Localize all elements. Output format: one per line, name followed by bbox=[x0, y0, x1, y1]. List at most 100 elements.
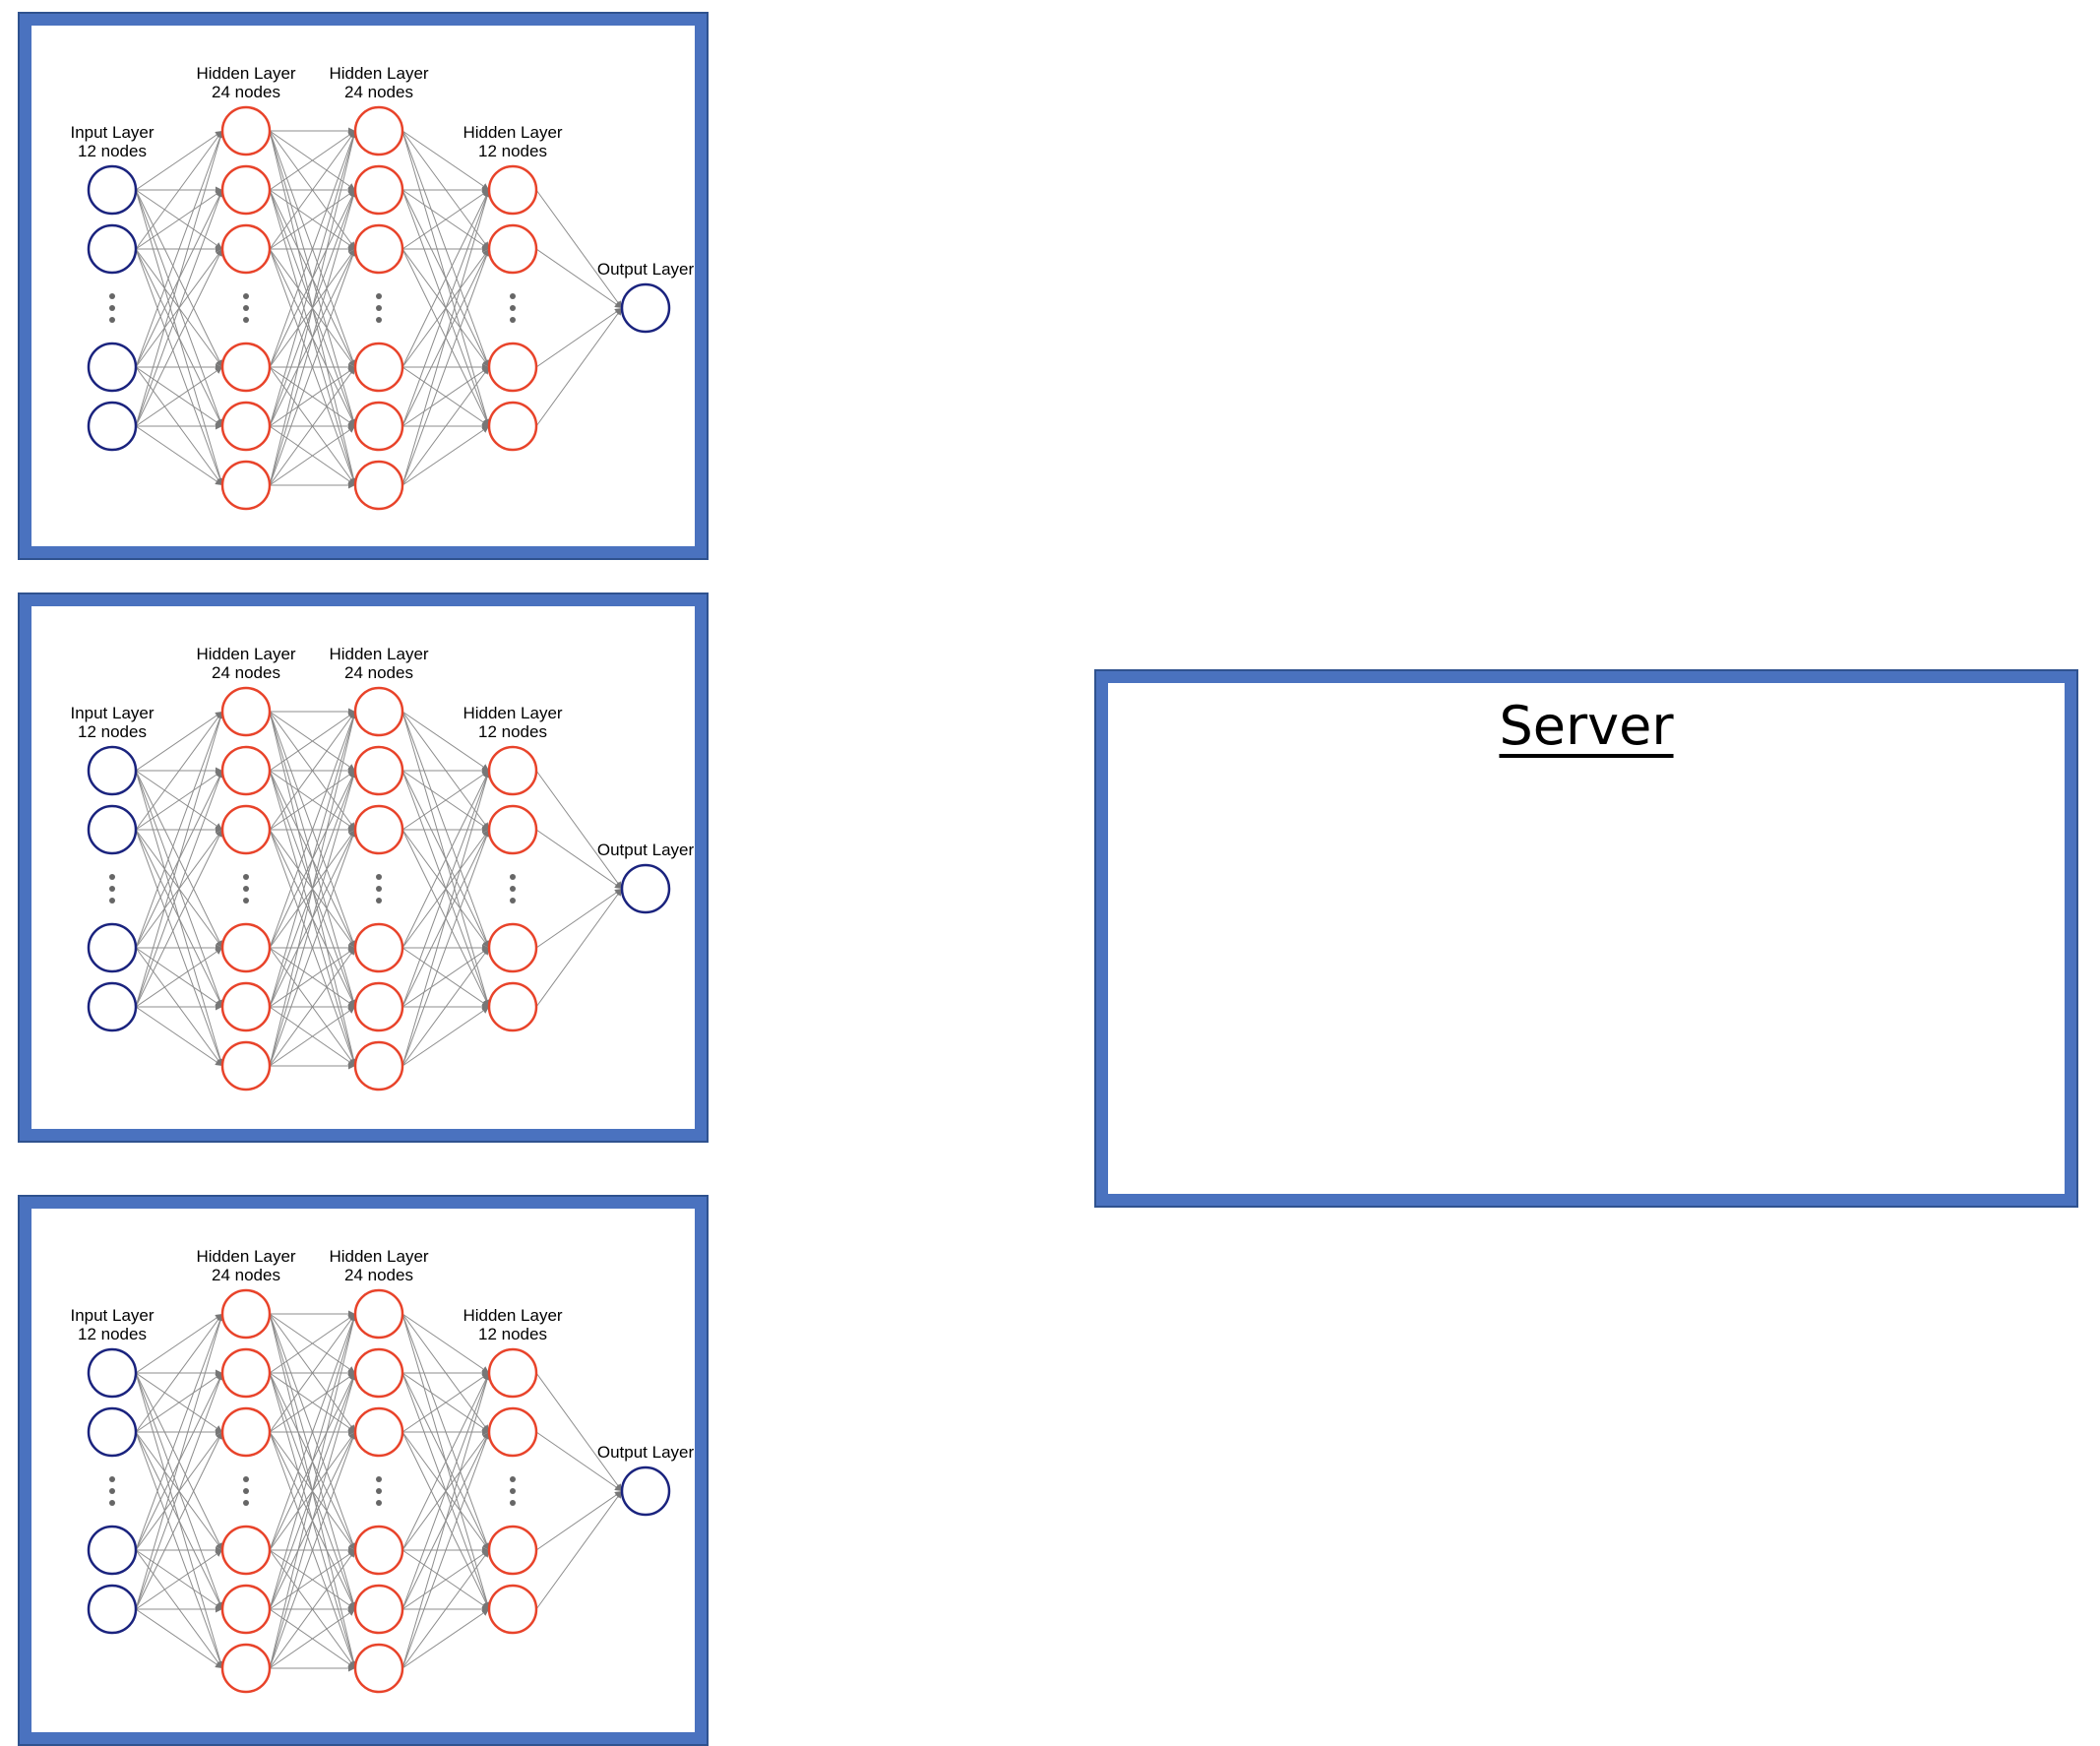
connection-edge bbox=[135, 1608, 223, 1669]
connection-edge bbox=[269, 1372, 356, 1433]
connection-edge bbox=[401, 1372, 490, 1610]
hidden-node bbox=[487, 1406, 538, 1458]
connection-edge bbox=[535, 888, 623, 949]
layer-4: Output Layer bbox=[597, 260, 694, 334]
hidden-node bbox=[220, 745, 272, 796]
ellipsis-dot bbox=[243, 317, 249, 323]
ellipsis-dot bbox=[376, 317, 382, 323]
ellipsis-dot bbox=[510, 1500, 516, 1506]
edges bbox=[135, 708, 623, 1070]
connection-edge bbox=[135, 130, 223, 191]
hidden-node bbox=[353, 401, 404, 452]
ellipsis-dot bbox=[243, 305, 249, 311]
ellipsis-dot bbox=[109, 1500, 115, 1506]
ellipsis-dot bbox=[510, 886, 516, 892]
input-node bbox=[87, 922, 138, 973]
connection-edge bbox=[535, 248, 623, 309]
hidden-node bbox=[353, 1406, 404, 1458]
output-node bbox=[620, 282, 671, 334]
input-node bbox=[87, 745, 138, 796]
connection-edge bbox=[535, 307, 623, 427]
connection-edge bbox=[401, 189, 490, 368]
connection-edge bbox=[401, 711, 490, 772]
hidden-node bbox=[353, 164, 404, 216]
ellipsis-dot bbox=[243, 874, 249, 880]
ellipsis-dot bbox=[109, 1476, 115, 1482]
layer-subtitle: 24 nodes bbox=[212, 1266, 280, 1284]
connection-edge bbox=[135, 1313, 223, 1433]
hidden-node bbox=[353, 745, 404, 796]
connection-edge bbox=[269, 770, 357, 1067]
connection-edge bbox=[269, 366, 356, 486]
connection-edge bbox=[269, 130, 357, 427]
connection-edge bbox=[535, 888, 623, 1008]
layer-title: Hidden Layer bbox=[329, 1247, 428, 1266]
client-network-panel-1: Input Layer 12 nodes Hidden Layer 24 nodes H… bbox=[18, 12, 709, 560]
connection-edge bbox=[135, 1313, 224, 1610]
hidden-node bbox=[487, 1584, 538, 1635]
ellipsis-dot bbox=[376, 1476, 382, 1482]
ellipsis-dot bbox=[376, 898, 382, 904]
hidden-node bbox=[220, 1288, 272, 1340]
hidden-node bbox=[220, 1584, 272, 1635]
ellipsis-dot bbox=[376, 1500, 382, 1506]
connection-edge bbox=[401, 947, 490, 1067]
input-node bbox=[87, 164, 138, 216]
ellipsis-dot bbox=[376, 1488, 382, 1494]
connection-edge bbox=[135, 189, 223, 427]
layer-subtitle: 12 nodes bbox=[478, 722, 547, 741]
layer-title: Hidden Layer bbox=[196, 645, 295, 663]
hidden-node bbox=[220, 1347, 272, 1399]
connection-edge bbox=[269, 947, 356, 1067]
ellipsis-dot bbox=[510, 1476, 516, 1482]
connection-edge bbox=[401, 1549, 490, 1610]
connection-edge bbox=[135, 1372, 223, 1610]
connection-edge bbox=[535, 1490, 623, 1610]
connection-edge bbox=[269, 1372, 357, 1669]
connection-edge bbox=[401, 1372, 490, 1433]
hidden-node bbox=[353, 922, 404, 973]
hidden-node bbox=[487, 164, 538, 216]
connection-edge bbox=[401, 189, 490, 250]
connection-edge bbox=[269, 1313, 356, 1433]
layer-title: Input Layer bbox=[70, 704, 154, 722]
ellipsis-dot bbox=[243, 898, 249, 904]
hidden-node bbox=[487, 745, 538, 796]
layer-subtitle: 12 nodes bbox=[478, 1325, 547, 1343]
hidden-node bbox=[353, 1288, 404, 1340]
connection-edge bbox=[401, 1372, 490, 1551]
layer-subtitle: 24 nodes bbox=[344, 663, 413, 682]
output-node bbox=[620, 863, 671, 914]
connection-edge bbox=[269, 829, 356, 1067]
connection-edge bbox=[401, 1006, 490, 1067]
hidden-node bbox=[353, 105, 404, 156]
connection-edge bbox=[269, 711, 357, 1008]
connection-edge bbox=[269, 1549, 356, 1669]
hidden-node bbox=[487, 1347, 538, 1399]
input-node bbox=[87, 1347, 138, 1399]
connection-edge bbox=[269, 1313, 356, 1374]
server-title: Server bbox=[1108, 695, 2065, 757]
connection-edge bbox=[269, 130, 356, 250]
layer-4: Output Layer bbox=[597, 841, 694, 914]
connection-edge bbox=[401, 425, 490, 486]
ellipsis-dot bbox=[109, 1488, 115, 1494]
connection-edge bbox=[135, 130, 223, 250]
ellipsis-dot bbox=[510, 293, 516, 299]
connection-edge bbox=[535, 770, 623, 890]
hidden-node bbox=[487, 922, 538, 973]
connection-edge bbox=[401, 947, 490, 1008]
connection-edge bbox=[269, 366, 356, 427]
hidden-node bbox=[353, 1643, 404, 1694]
layer-subtitle: 24 nodes bbox=[344, 1266, 413, 1284]
connection-edge bbox=[269, 711, 356, 831]
hidden-node bbox=[220, 981, 272, 1032]
hidden-node bbox=[353, 342, 404, 393]
layer-title: Hidden Layer bbox=[463, 704, 562, 722]
hidden-node bbox=[487, 223, 538, 275]
connection-edge bbox=[269, 130, 357, 486]
connection-edge bbox=[269, 770, 356, 831]
